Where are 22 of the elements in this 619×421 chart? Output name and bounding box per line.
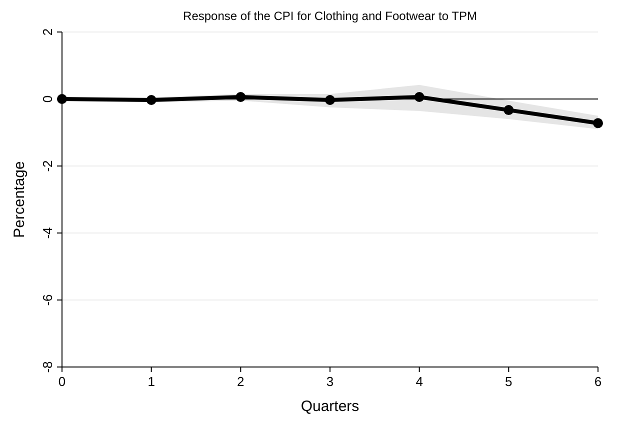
x-tick-label: 6 (594, 374, 602, 389)
y-tick-label: -4 (40, 227, 55, 239)
y-tick-label: 2 (40, 28, 55, 36)
x-tick-label: 0 (58, 374, 66, 389)
y-tick-label: 0 (40, 95, 55, 103)
point (236, 92, 246, 102)
chart-title: Response of the CPI for Clothing and Footwear to TPM (183, 9, 477, 23)
x-tick-label: 5 (505, 374, 512, 389)
point (504, 105, 514, 116)
x-tick-label: 3 (326, 374, 334, 389)
x-axis-title: Quarters (300, 398, 360, 415)
point (593, 118, 603, 128)
x-tick-label: 4 (416, 374, 423, 389)
y-tick-label: -8 (40, 361, 55, 373)
x-tick-label: 2 (237, 374, 244, 389)
y-axis-title: Percentage (11, 161, 28, 238)
y-tick-label: -6 (40, 294, 55, 306)
y-tick-label: -2 (40, 160, 55, 172)
point (414, 92, 424, 102)
point (146, 95, 156, 106)
x-tick-label: 1 (148, 374, 155, 389)
point (325, 95, 335, 106)
